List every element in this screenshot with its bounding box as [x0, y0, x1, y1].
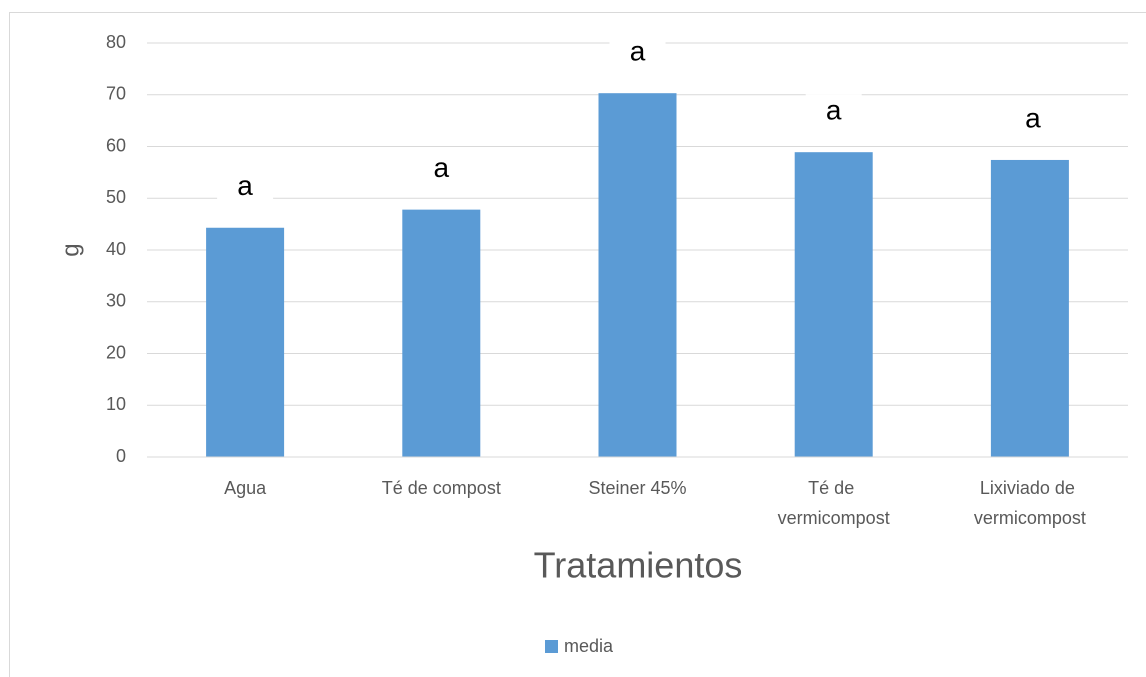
x-tick-label-line: Steiner 45% — [588, 478, 686, 498]
y-tick-label: 50 — [106, 187, 126, 207]
bar — [402, 209, 481, 457]
annotation-background — [609, 35, 666, 72]
chart-border — [9, 12, 1146, 677]
annotation-background — [1001, 101, 1058, 138]
x-axis-label: Tratamientos — [534, 545, 743, 586]
annotation-background — [217, 169, 274, 206]
legend-swatch — [545, 640, 558, 653]
legend-label: media — [564, 636, 614, 656]
x-tick-label-line: Lixiviado de — [980, 478, 1080, 498]
bar — [794, 152, 873, 457]
x-tick-label-line: vermicompost — [778, 508, 890, 528]
x-tick-label: Té de compost — [382, 478, 501, 498]
y-tick-label: 80 — [106, 32, 126, 52]
x-tick-label-line: Té de — [808, 478, 859, 498]
annotation-background — [805, 94, 862, 131]
x-tick-label-line: Agua — [224, 478, 267, 498]
x-tick-label: Té de vermicompost — [778, 478, 890, 528]
x-tick-label: Steiner 45% — [588, 478, 686, 498]
bar — [598, 93, 677, 457]
annotation-background — [413, 151, 470, 188]
y-axis-label: g — [57, 243, 84, 256]
annotation: a — [237, 170, 253, 201]
annotation: a — [1025, 102, 1041, 133]
y-tick-label: 70 — [106, 84, 126, 104]
x-tick-label: Lixiviado de vermicompost — [974, 478, 1086, 528]
annotation: a — [434, 152, 450, 183]
bar — [206, 227, 285, 457]
bar — [990, 159, 1069, 457]
y-tick-label: 20 — [106, 342, 126, 362]
x-tick-label: Agua — [224, 478, 267, 498]
y-tick-label: 30 — [106, 291, 126, 311]
annotation: a — [826, 95, 842, 126]
y-tick-label: 10 — [106, 394, 126, 414]
y-tick-label: 0 — [116, 446, 126, 466]
x-tick-label-line: Té de compost — [382, 478, 501, 498]
annotation: a — [630, 36, 646, 67]
x-tick-label-line: vermicompost — [974, 508, 1086, 528]
y-tick-label: 40 — [106, 239, 126, 259]
y-tick-label: 60 — [106, 135, 126, 155]
